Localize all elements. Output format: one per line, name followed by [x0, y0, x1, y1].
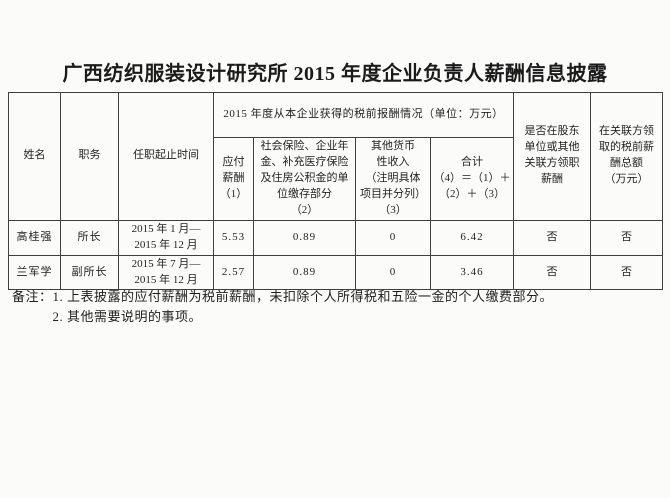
table-row: 兰军学 副所长 2015 年 7 月— 2015 年 12 月 2.57 0.8…: [8, 254, 663, 291]
notes-items: 1. 上表披露的应付薪酬为税前薪酬，未扣除个人所得税和五险一金的个人缴费部分。 …: [53, 287, 662, 327]
col-header-social-insurance: 社会保险、企业年 金、补充医疗保险 及住房公积金的单 位缴存部分 （2）: [253, 137, 356, 221]
cell-name: 高桂强: [8, 219, 61, 256]
page-title: 广西纺织服装设计研究所 2015 年度企业负责人薪酬信息披露: [62, 63, 608, 85]
cell-related-total: 否: [590, 219, 663, 256]
cell-term: 2015 年 1 月— 2015 年 12 月: [118, 219, 214, 256]
cell-payable: 2.57: [213, 254, 254, 291]
cell-social: 0.89: [253, 219, 356, 256]
cell-term: 2015 年 7 月— 2015 年 12 月: [118, 254, 214, 291]
cell-shareholder-pay: 否: [513, 219, 591, 256]
col-header-related-total: 在关联方领 取的税前薪 酬总额 （万元）: [590, 92, 663, 221]
note-item: 1. 上表披露的应付薪酬为税前薪酬，未扣除个人所得税和五险一金的个人缴费部分。: [52, 289, 554, 304]
cell-related-total: 否: [590, 254, 663, 291]
cell-shareholder-pay: 否: [513, 254, 591, 291]
notes-section: 备注： 1. 上表披露的应付薪酬为税前薪酬，未扣除个人所得税和五险一金的个人缴费…: [12, 287, 662, 327]
salary-disclosure-table: 姓名 职务 任职起止时间 2015 年度从本企业获得的税前报酬情况（单位：万元）…: [8, 92, 663, 291]
cell-payable: 5.53: [213, 219, 254, 256]
col-header-term: 任职起止时间: [118, 92, 214, 221]
col-header-other-income: 其他货币 性收入 （注明具体 项目并分列） （3）: [355, 137, 431, 221]
col-header-shareholder-pay: 是否在股东 单位或其他 关联方领职 薪酬: [513, 92, 591, 221]
cell-social: 0.89: [253, 254, 356, 291]
col-header-payable: 应付 薪酬 （1）: [213, 137, 254, 221]
note-item: 2. 其他需要说明的事项。: [52, 309, 203, 324]
cell-name: 兰军学: [8, 254, 61, 291]
col-header-pretax-group: 2015 年度从本企业获得的税前报酬情况（单位：万元）: [213, 92, 514, 138]
cell-position: 副所长: [60, 254, 119, 291]
cell-total: 3.46: [430, 254, 514, 291]
cell-position: 所长: [60, 219, 119, 256]
col-header-position: 职务: [60, 92, 119, 221]
cell-total: 6.42: [430, 219, 514, 256]
col-header-name: 姓名: [8, 92, 61, 221]
notes-label: 备注：: [12, 289, 53, 304]
header-row-group: 姓名 职务 任职起止时间 2015 年度从本企业获得的税前报酬情况（单位：万元）…: [8, 92, 663, 221]
cell-other-income: 0: [355, 219, 431, 256]
table-row: 高桂强 所长 2015 年 1 月— 2015 年 12 月 5.53 0.89…: [8, 219, 663, 256]
col-header-total: 合计 （4）＝（1）＋ （2）＋（3）: [430, 137, 514, 221]
cell-other-income: 0: [355, 254, 431, 291]
